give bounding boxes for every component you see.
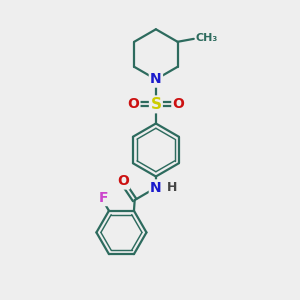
Text: O: O	[127, 98, 139, 111]
Text: F: F	[99, 191, 109, 205]
Text: O: O	[117, 174, 129, 188]
Text: H: H	[167, 181, 178, 194]
Text: O: O	[172, 98, 184, 111]
Text: S: S	[150, 97, 161, 112]
Text: CH₃: CH₃	[195, 33, 218, 43]
Text: N: N	[150, 181, 162, 195]
Text: N: N	[150, 72, 162, 86]
